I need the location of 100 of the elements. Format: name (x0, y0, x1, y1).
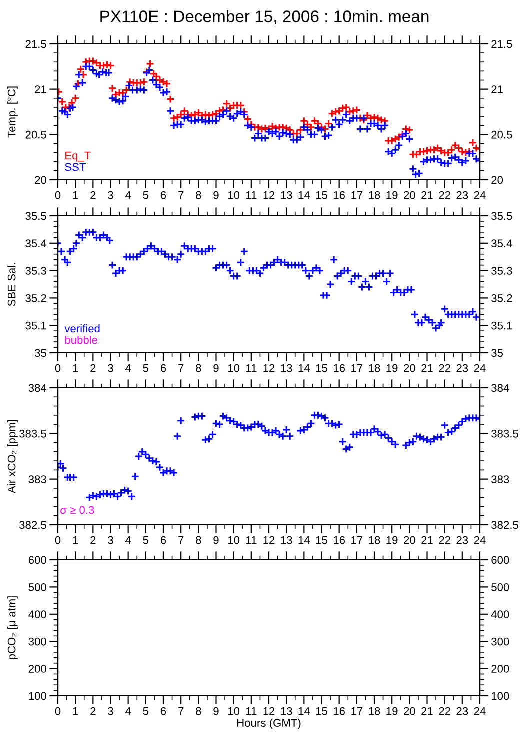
x-tick-label: 16 (334, 536, 346, 544)
x-tick-label: 2 (90, 707, 96, 716)
y2-tick-label: 35.4 (492, 240, 512, 248)
x-tick-label: 7 (178, 192, 184, 200)
x-tick-label: 8 (196, 191, 202, 200)
y-tick-label: 100 (29, 692, 46, 700)
y2-tick-label: 35 (492, 349, 504, 358)
y2-tick-label: 21.5 (492, 40, 512, 48)
y-tick-label: 35.4 (26, 240, 47, 248)
y2-tick-label: 300 (492, 638, 510, 646)
y2-tick-label: 383 (492, 476, 510, 484)
x-tick-label: 5 (143, 708, 149, 716)
y-tick-label: 382.5 (20, 521, 46, 530)
y-tick-label: 35.2 (26, 294, 46, 302)
x-tick-label: 23 (456, 191, 468, 200)
y-axis-title: pCO₂ [μ atm] (8, 596, 18, 660)
x-tick-label: 22 (439, 536, 450, 544)
x-tick-label: 20 (404, 191, 416, 200)
y-tick-label: 35.1 (26, 322, 46, 330)
x-tick-label: 19 (386, 191, 398, 200)
x-tick-label: 6 (160, 191, 166, 200)
y2-tick-label: 21 (492, 86, 503, 94)
x-tick-label: 15 (316, 364, 328, 372)
x-tick-label: 8 (196, 536, 202, 544)
x-tick-label: 14 (298, 364, 310, 372)
y2-tick-label: 383.5 (492, 430, 518, 438)
x-tick-label: 24 (474, 364, 486, 372)
x-tick-label: 4 (126, 364, 132, 372)
x-tick-label: 6 (160, 364, 166, 372)
y-tick-label: 400 (28, 610, 46, 619)
x-tick-label: 2 (90, 191, 96, 200)
y2-tick-label: 200 (492, 665, 510, 673)
x-tick-label: 15 (316, 192, 328, 200)
x-tick-label: 16 (334, 191, 346, 200)
x-tick-label: 12 (264, 707, 275, 716)
y-tick-label: 383.5 (20, 430, 46, 438)
y2-tick-label: 500 (492, 583, 510, 592)
y-tick-label: 20 (35, 176, 46, 184)
x-tick-label: 3 (108, 364, 114, 372)
x-tick-label: 18 (369, 707, 380, 716)
x-tick-label: 14 (298, 536, 310, 544)
y2-tick-label: 35.3 (492, 267, 512, 275)
x-tick-label: 24 (474, 707, 486, 716)
x-tick-label: 0 (55, 536, 61, 544)
x-tick-label: 7 (178, 708, 184, 716)
x-tick-label: 5 (143, 364, 149, 372)
annotation: σ ≥ 0.3 (60, 506, 94, 514)
x-tick-label: 12 (264, 536, 275, 544)
x-tick-label: 13 (281, 364, 292, 372)
x-tick-label: 18 (369, 364, 380, 372)
text: Eq_T (66, 152, 91, 162)
x-tick-label: 7 (178, 536, 184, 544)
x-tick-label: 23 (456, 364, 468, 372)
y2-tick-label: 35.5 (492, 212, 512, 220)
x-tick-label: 18 (369, 536, 380, 544)
x-tick-label: 10 (228, 364, 240, 372)
x-tick-label: 17 (352, 364, 363, 372)
x-tick-label: 22 (439, 191, 450, 200)
x-tick-label: 15 (316, 536, 328, 544)
x-tick-label: 22 (439, 364, 450, 372)
x-tick-label: 6 (160, 536, 166, 544)
x-tick-label: 14 (298, 192, 310, 200)
x-tick-label: 0 (55, 364, 61, 372)
y2-tick-label: 384 (492, 384, 510, 392)
x-tick-label: 7 (178, 364, 184, 372)
x-tick-label: 12 (264, 364, 275, 372)
y2-tick-label: 20.5 (492, 130, 512, 139)
y-tick-label: 35.3 (26, 267, 46, 275)
x-tick-label: 12 (264, 191, 275, 200)
y-tick-label: 21 (35, 86, 46, 94)
x-tick-label: 0 (55, 707, 61, 716)
x-tick-label: 9 (214, 191, 219, 200)
y-tick-label: 500 (28, 583, 46, 592)
x-tick-label: 6 (160, 707, 166, 716)
x-tick-label: 17 (352, 708, 363, 716)
x-tick-label: 19 (386, 364, 398, 372)
x-tick-label: 1 (73, 536, 78, 544)
x-tick-label: 23 (456, 536, 468, 544)
y2-tick-label: 100 (492, 692, 510, 700)
x-tick-label: 19 (386, 536, 398, 544)
x-tick-label: 21 (422, 707, 433, 716)
x-tick-label: 0 (55, 191, 61, 200)
x-tick-label: 2 (90, 364, 96, 372)
y-axis-title: Temp. [°C] (8, 86, 18, 138)
x-tick-label: 4 (126, 708, 132, 716)
x-tick-label: 3 (108, 536, 114, 544)
x-tick-label: 10 (228, 707, 240, 716)
y-tick-label: 384 (28, 384, 47, 392)
y2-tick-label: 35.1 (492, 322, 512, 330)
y2-tick-label: 600 (492, 556, 510, 564)
chart-title: PX110E : December 15, 2006 : 10min. mean (100, 10, 429, 24)
x-tick-label: 19 (386, 707, 398, 716)
text: verified (64, 324, 100, 333)
x-tick-label: 10 (228, 536, 240, 544)
x-tick-label: 21 (422, 191, 433, 200)
y-axis-title: SBE Sal. (8, 263, 16, 306)
x-tick-label: 21 (422, 364, 433, 372)
y-tick-label: 383 (28, 476, 46, 484)
x-tick-label: 10 (228, 191, 240, 200)
x-tick-label: 4 (126, 192, 132, 200)
